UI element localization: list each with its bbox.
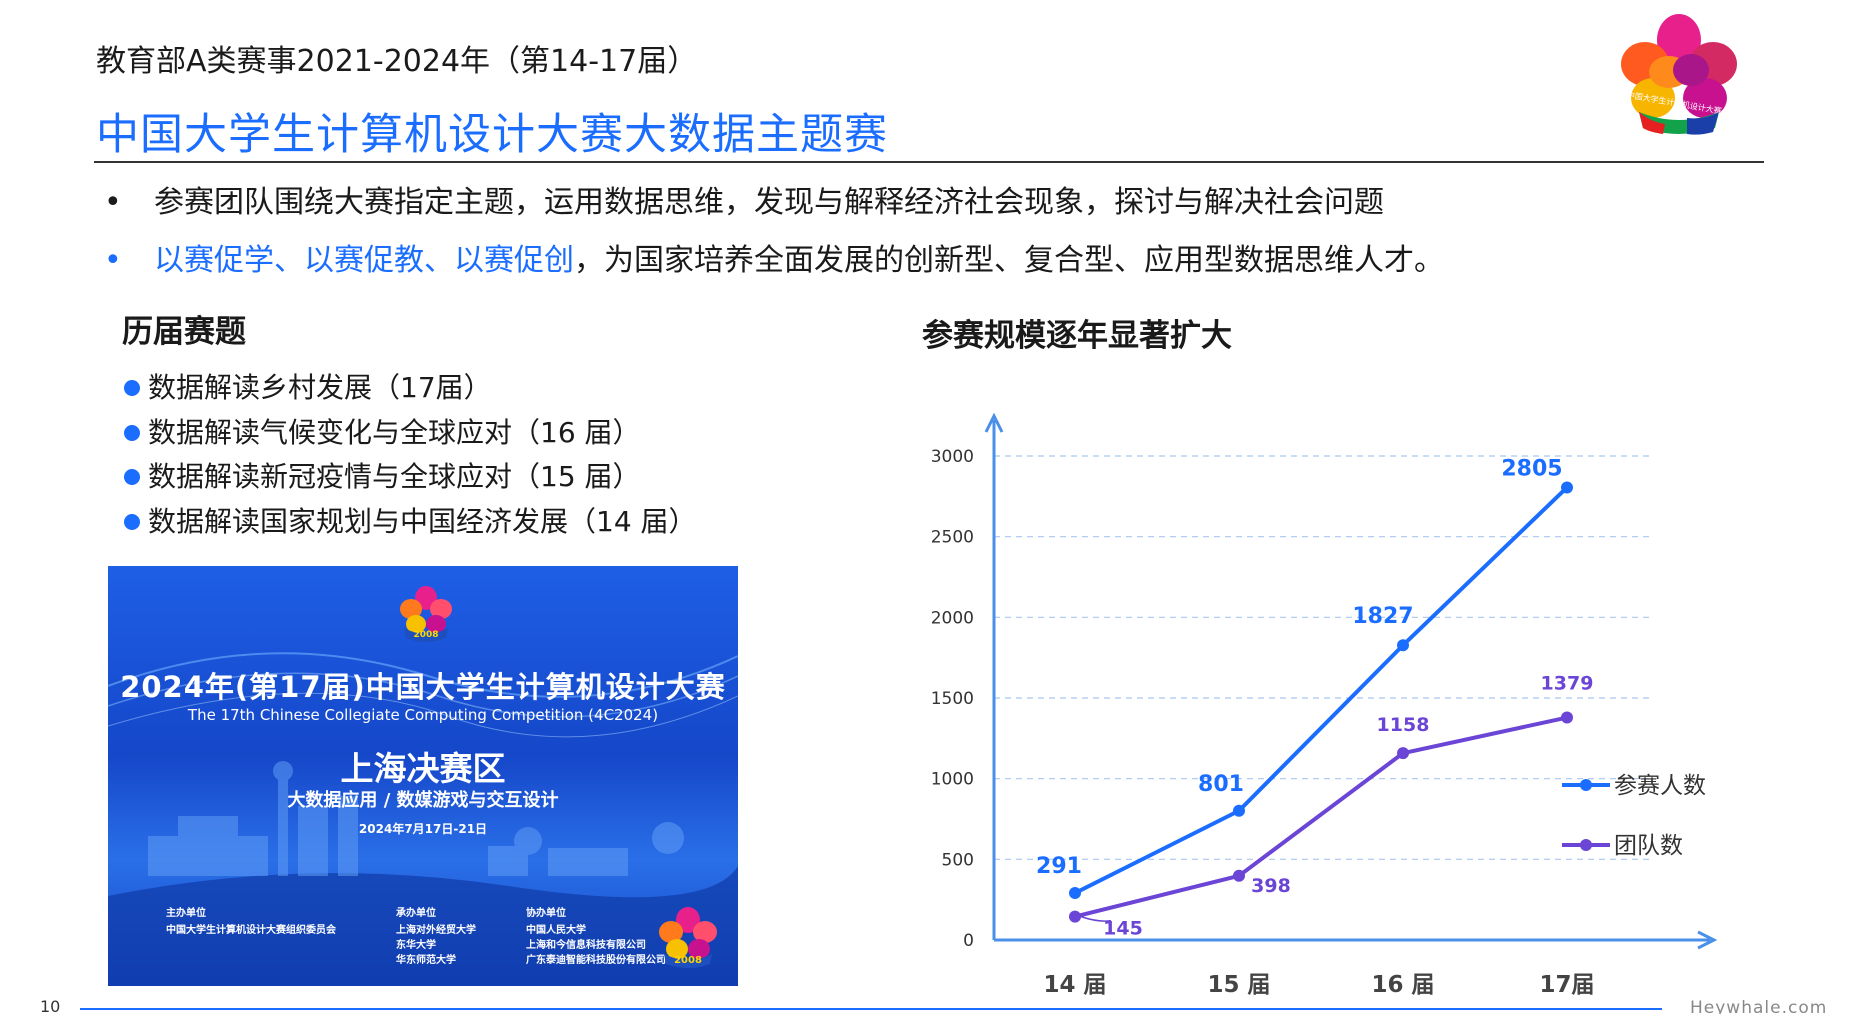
banner-date: 2024年7月17日-21日 bbox=[358, 822, 488, 836]
organizer-line: 中国大学生计算机设计大赛组织委员会 bbox=[166, 925, 336, 936]
topic-bullet-icon bbox=[124, 424, 140, 441]
badge-year: 2008 bbox=[674, 955, 702, 966]
header-divider bbox=[94, 161, 1764, 163]
organizer-block: 主办单位 中国大学生计算机设计大赛组织委员会 bbox=[166, 906, 336, 938]
data-point bbox=[1069, 887, 1081, 900]
x-axis-arrow-icon bbox=[1697, 930, 1718, 950]
data-label: 1379 bbox=[1541, 673, 1594, 695]
data-label: 2805 bbox=[1501, 456, 1562, 481]
topic-item: 数据解读乡村发展（17届） bbox=[124, 366, 697, 411]
organizer-line: 上海对外经贸大学 bbox=[396, 925, 476, 936]
y-tick-label: 3000 bbox=[931, 447, 974, 467]
topic-label: 数据解读国家规划与中国经济发展（14 届） bbox=[148, 504, 697, 538]
series-line bbox=[1074, 486, 1569, 895]
banner-subtitle-en: The 17th Chinese Collegiate Computing Co… bbox=[187, 706, 659, 724]
topic-bullet-icon bbox=[124, 469, 140, 486]
organizer-heading: 承办单位 bbox=[396, 908, 436, 919]
x-tick-label: 17届 bbox=[1539, 972, 1594, 998]
x-tick-label: 14 届 bbox=[1043, 972, 1106, 998]
data-point bbox=[1397, 747, 1409, 760]
banner-region: 上海决赛区 bbox=[340, 749, 506, 788]
past-topics-heading: 历届赛题 bbox=[122, 314, 246, 350]
organizer-line: 中国人民大学 bbox=[526, 925, 586, 936]
legend-marker-icon bbox=[1580, 779, 1592, 791]
series-line bbox=[1074, 715, 1568, 919]
organizer-line: 华东师范大学 bbox=[396, 955, 456, 966]
y-tick-label: 1500 bbox=[931, 689, 974, 709]
data-point bbox=[1561, 711, 1573, 724]
organizer-block: 协办单位 中国人民大学 上海和今信息科技有限公司 广东泰迪智能科技股份有限公司 bbox=[526, 906, 666, 968]
y-tick-label: 2000 bbox=[931, 608, 974, 628]
banner-tracks: 大数据应用 / 数媒游戏与交互设计 bbox=[287, 790, 559, 811]
participation-line-chart: 0 500 1000 1500 2000 2500 3000 14 届 15 届 16 届 17届 2… bbox=[931, 412, 1718, 998]
topic-label: 数据解读新冠疫情与全球应对（15 届） bbox=[148, 460, 641, 493]
banner-title: 2024年(第17届)中国大学生计算机设计大赛 bbox=[120, 670, 726, 704]
header-subtitle: 教育部A类赛事2021-2024年（第14-17届） bbox=[96, 44, 698, 79]
banner-background-waves bbox=[108, 652, 738, 986]
label-leader-line bbox=[1080, 915, 1112, 922]
y-tick-label: 500 bbox=[942, 850, 974, 870]
intro-bullet: • 参赛团队围绕大赛指定主题，运用数据思维，发现与解释经济社会现象，探讨与解决社… bbox=[104, 174, 1704, 232]
topic-item: 数据解读气候变化与全球应对（16 届） bbox=[124, 411, 697, 456]
data-label: 1158 bbox=[1377, 714, 1430, 736]
topic-label: 数据解读气候变化与全球应对（16 届） bbox=[148, 415, 641, 449]
data-label: 801 bbox=[1198, 772, 1244, 797]
x-tick-label: 16 届 bbox=[1371, 972, 1434, 998]
page-title: 中国大学生计算机设计大赛大数据主题赛 bbox=[96, 110, 888, 160]
topic-bullet-icon bbox=[124, 380, 140, 397]
bullet-highlight: 以赛促学、以赛促教、以赛促创 bbox=[154, 243, 574, 278]
footer-brand: Heywhale.com bbox=[1690, 998, 1828, 1014]
organizer-line: 广东泰迪智能科技股份有限公司 bbox=[526, 955, 666, 966]
data-label: 398 bbox=[1251, 875, 1291, 897]
bullet-text: ，为国家培养全面发展的创新型、复合型、应用型数据思维人才。 bbox=[574, 243, 1444, 278]
topic-label: 数据解读乡村发展（17届） bbox=[148, 371, 492, 404]
past-topics-list: 数据解读乡村发展（17届） 数据解读气候变化与全球应对（16 届） 数据解读新冠… bbox=[124, 366, 697, 544]
organizer-block: 承办单位 上海对外经贸大学 东华大学 华东师范大学 bbox=[396, 906, 476, 968]
bullet-dot: • bbox=[104, 243, 122, 278]
data-point bbox=[1233, 804, 1245, 817]
banner-badge-icon: 2008 bbox=[659, 907, 717, 968]
event-banner-photo: 2008 2024年(第17届)中国大学生计算机设计大赛 The 17th Ch… bbox=[108, 566, 738, 986]
organizer-heading: 协办单位 bbox=[526, 908, 566, 919]
y-tick-label: 1000 bbox=[931, 770, 974, 790]
y-tick-label: 2500 bbox=[931, 528, 974, 548]
bullet-text: 参赛团队围绕大赛指定主题，运用数据思维，发现与解释经济社会现象，探讨与解决社会问… bbox=[154, 185, 1384, 220]
legend-label: 参赛人数 bbox=[1614, 773, 1706, 799]
page-number: 10 bbox=[40, 997, 61, 1014]
y-tick-label: 0 bbox=[963, 931, 974, 951]
data-point bbox=[1397, 639, 1409, 652]
legend-marker-icon bbox=[1580, 839, 1592, 851]
intro-bullets: • 参赛团队围绕大赛指定主题，运用数据思维，发现与解释经济社会现象，探讨与解决社… bbox=[104, 174, 1704, 290]
data-label: 1827 bbox=[1352, 604, 1413, 629]
x-tick-label: 15 届 bbox=[1207, 972, 1270, 998]
chart-heading: 参赛规模逐年显著扩大 bbox=[922, 318, 1232, 354]
organizer-line: 上海和今信息科技有限公司 bbox=[526, 940, 646, 951]
bullet-dot: • bbox=[104, 185, 122, 220]
topic-item: 数据解读新冠疫情与全球应对（15 届） bbox=[124, 455, 697, 500]
data-point bbox=[1233, 869, 1245, 882]
data-label: 291 bbox=[1036, 854, 1082, 879]
badge-year: 2008 bbox=[413, 630, 438, 640]
data-point bbox=[1069, 910, 1081, 923]
data-label: 145 bbox=[1103, 918, 1143, 940]
organizer-heading: 主办单位 bbox=[166, 908, 206, 919]
intro-bullet: • 以赛促学、以赛促教、以赛促创，为国家培养全面发展的创新型、复合型、应用型数据… bbox=[104, 232, 1704, 290]
topic-item: 数据解读国家规划与中国经济发展（14 届） bbox=[124, 500, 697, 545]
topic-bullet-icon bbox=[124, 513, 140, 530]
banner-badge-icon: 2008 bbox=[400, 586, 452, 642]
legend-label: 团队数 bbox=[1614, 833, 1683, 859]
footer-divider bbox=[80, 1008, 1662, 1010]
organizer-line: 东华大学 bbox=[396, 940, 436, 951]
contest-logo: 中国大学生计算机设计大赛 bbox=[1621, 14, 1737, 135]
y-axis-arrow-icon bbox=[984, 412, 1004, 433]
data-point bbox=[1561, 481, 1573, 494]
